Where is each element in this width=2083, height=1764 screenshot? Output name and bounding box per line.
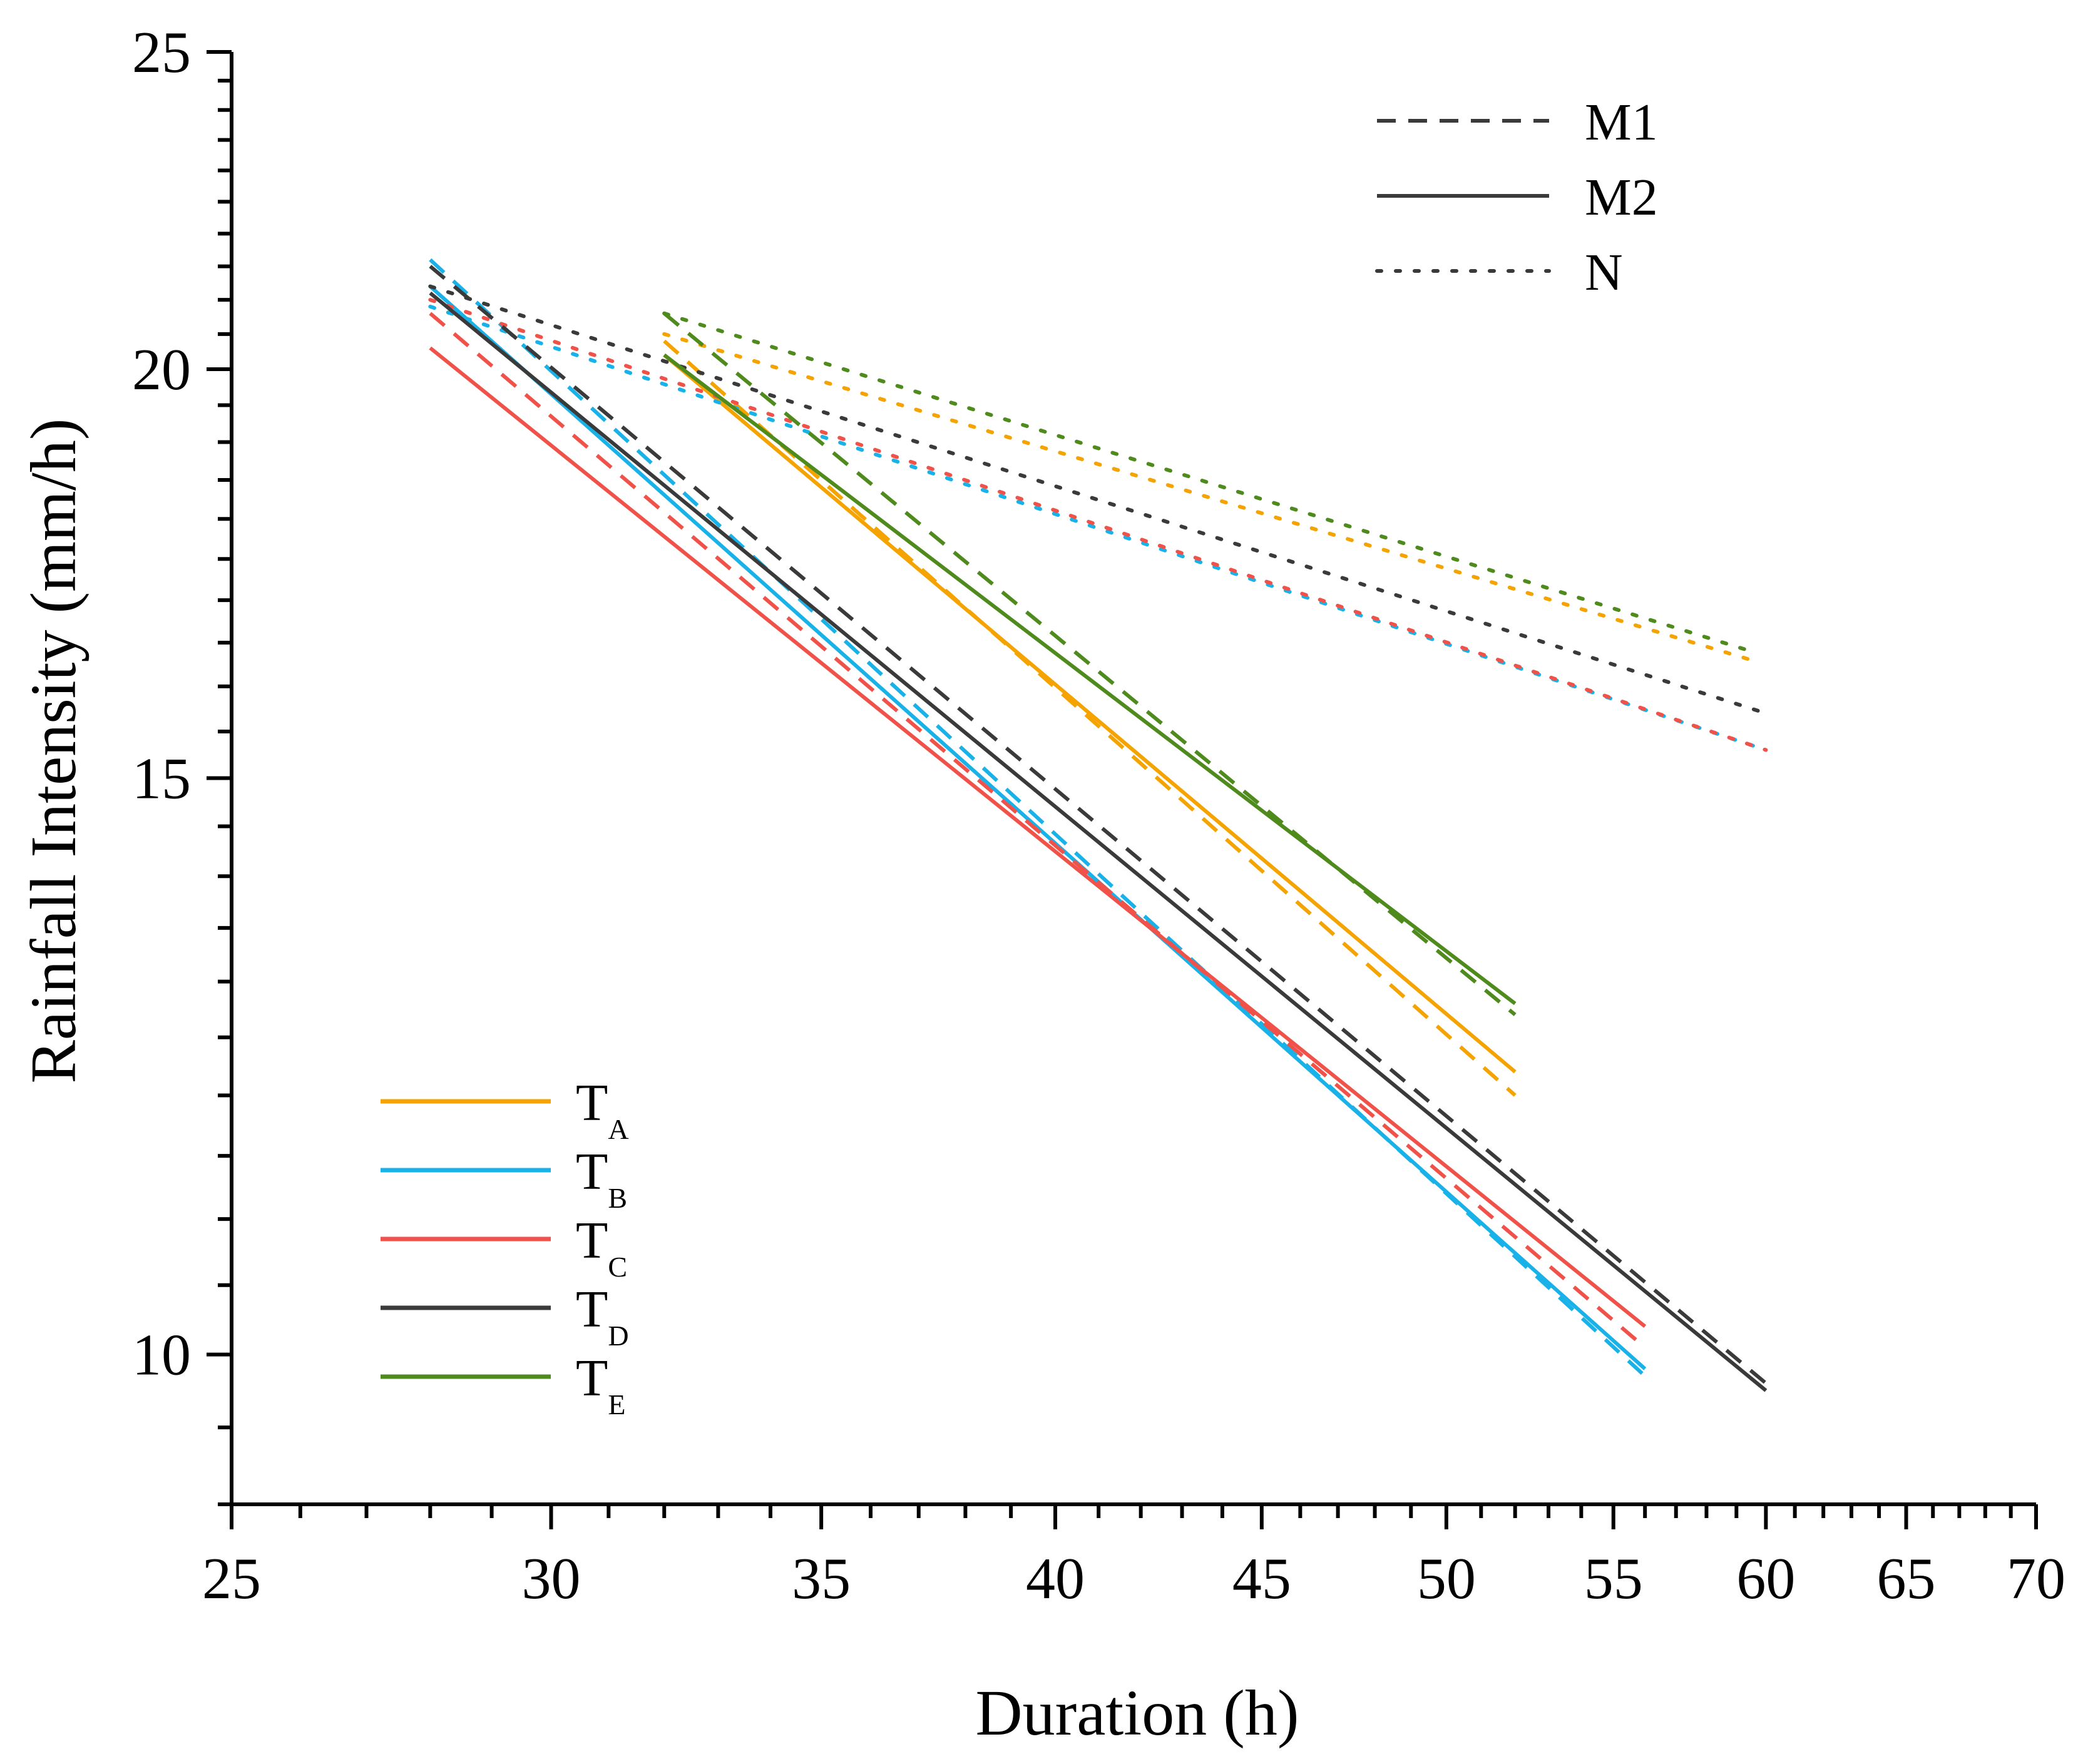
series-ta-m1: [663, 339, 1517, 1097]
x-tick-label: 60: [1736, 1546, 1795, 1611]
series-td-n: [428, 284, 1768, 715]
x-tick-label: 40: [1026, 1546, 1085, 1611]
series-te-n: [662, 311, 1753, 653]
group-legend-label-td: TD: [576, 1280, 629, 1352]
series-ta-m2: [663, 354, 1517, 1074]
style-legend-label-m2: M2: [1585, 168, 1658, 227]
y-tick-label: 25: [132, 20, 191, 85]
group-legend-label-te: TE: [576, 1349, 625, 1420]
x-tick-label: 70: [2007, 1546, 2065, 1611]
y-tick-label: 15: [132, 747, 191, 812]
y-tick-label: 20: [132, 337, 191, 402]
series-ta-n: [662, 332, 1753, 662]
axes: 25 30 35 40 45 50 55 60 65 70 10 15 20 25: [132, 20, 2065, 1611]
x-tick-label: 45: [1232, 1546, 1291, 1611]
y-tick-label: 10: [132, 1323, 191, 1388]
x-tick-label: 30: [522, 1546, 581, 1611]
series-tc-m2: [429, 346, 1647, 1328]
x-tick-label: 55: [1584, 1546, 1643, 1611]
series-te-m2: [663, 353, 1517, 1006]
plot-series: [428, 258, 1768, 1392]
series-tb-m2: [429, 285, 1647, 1370]
x-tick-label: 25: [202, 1546, 261, 1611]
series-tc-m1: [429, 312, 1647, 1349]
x-axis-title: Duration (h): [976, 1677, 1299, 1749]
series-tb-m1: [429, 258, 1647, 1378]
style-legend-label-m1: M1: [1585, 93, 1658, 151]
group-legend-label-tc: TC: [576, 1211, 627, 1283]
series-td-m1: [429, 265, 1768, 1385]
x-tick-label: 65: [1876, 1546, 1935, 1611]
y-axis-title: Rainfall Intensity (mm/h): [18, 419, 90, 1084]
series-te-m1: [663, 312, 1517, 1016]
series-tc-n: [428, 298, 1768, 752]
series-td-m2: [429, 291, 1768, 1392]
x-tick-label: 35: [792, 1546, 851, 1611]
group-legend-label-ta: TA: [576, 1074, 629, 1145]
group-legend-label-tb: TB: [576, 1143, 627, 1214]
style-legend-label-n: N: [1585, 243, 1623, 302]
x-tick-label: 50: [1417, 1546, 1476, 1611]
style-legend: M1 M2 N: [1375, 93, 1658, 302]
